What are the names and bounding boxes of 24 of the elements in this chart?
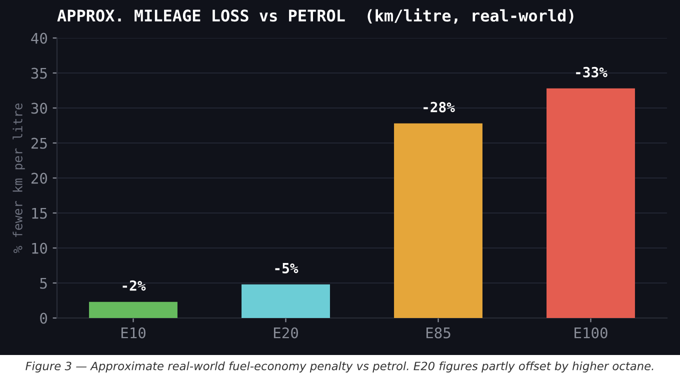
y-tick-label: 10 (32, 242, 48, 254)
bar (394, 123, 482, 318)
y-axis-title: % fewer km per litre (12, 103, 25, 254)
bar (242, 284, 330, 318)
x-tick-label: E100 (574, 327, 608, 338)
y-tick-label: 15 (32, 208, 47, 219)
x-tick-label: E85 (426, 327, 450, 338)
y-tick-label: 5 (40, 278, 47, 289)
y-tick-label: 30 (31, 102, 48, 114)
y-tick-label: 0 (40, 312, 48, 324)
bar (546, 88, 635, 318)
annotation: -2% (122, 280, 146, 291)
caption: Figure 3 — Approximate real-world fuel-economy penalty vs petrol. E20 figures partly offset by higher octane. (26, 361, 654, 373)
x-tick-label: E20 (274, 327, 298, 338)
annotation: -5% (275, 263, 298, 274)
annotation: -33% (576, 66, 608, 78)
bar (89, 302, 178, 318)
annotation: -28% (424, 102, 455, 112)
x-tick-label: E10 (121, 327, 146, 338)
y-tick-label: 40 (31, 32, 48, 44)
y-tick-label: 35 (31, 68, 47, 79)
y-tick-label: 25 (31, 138, 47, 149)
chart-title: APPROX. MILEAGE LOSS vs PETROL (km/litre, real-world) (57, 8, 574, 24)
y-tick-label: 20 (31, 172, 48, 184)
